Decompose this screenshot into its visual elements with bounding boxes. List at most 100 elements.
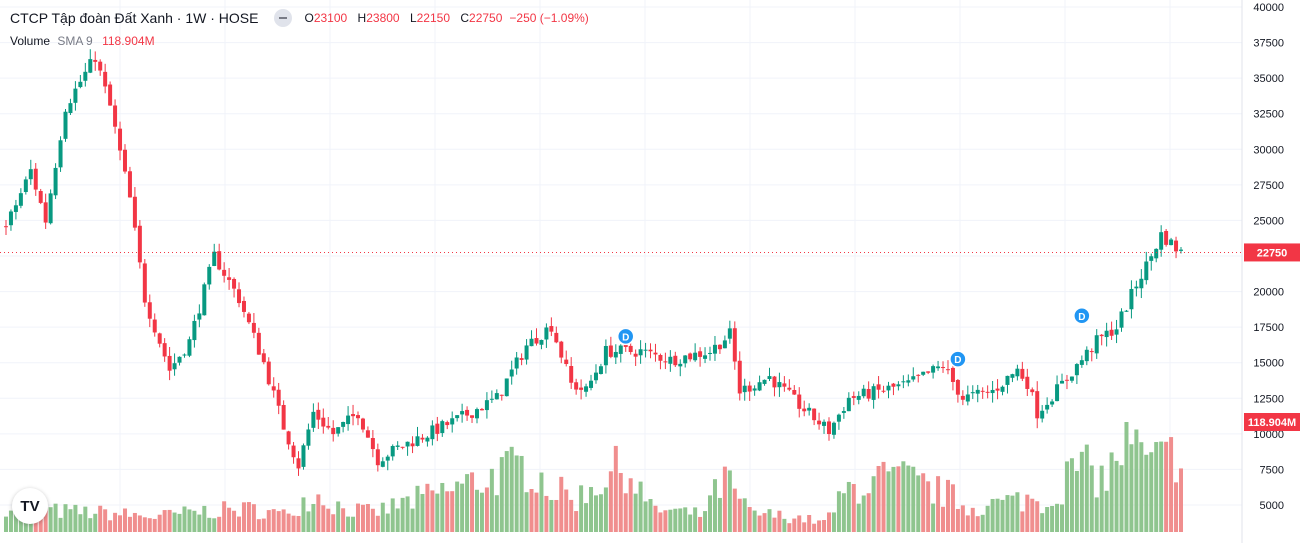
volume-bar — [777, 510, 782, 532]
candle-body — [152, 319, 157, 333]
candle-body — [980, 390, 985, 392]
volume-bar — [931, 503, 936, 532]
candle — [1104, 322, 1109, 347]
candle-body — [331, 427, 336, 435]
price-tick-label: 7500 — [1260, 464, 1284, 476]
candle — [524, 339, 529, 365]
candle-body — [797, 394, 802, 409]
candle-body — [846, 397, 851, 412]
candle-body — [931, 366, 936, 373]
volume-bar — [926, 481, 931, 532]
candle — [742, 378, 747, 401]
candle — [673, 351, 678, 368]
candle-body — [217, 251, 222, 270]
candle-body — [638, 349, 643, 356]
volume-bar — [63, 504, 68, 532]
candle-body — [673, 355, 678, 366]
dividend-marker[interactable]: D — [949, 350, 967, 368]
candle — [474, 407, 479, 424]
candle-body — [950, 367, 955, 382]
candle-body — [1050, 401, 1055, 405]
dividend-marker[interactable]: D — [616, 327, 635, 346]
last-volume-label: 118.904M — [1248, 417, 1296, 429]
volume-bar — [633, 493, 638, 532]
price-axis[interactable] — [1242, 0, 1300, 543]
candle-body — [678, 363, 683, 367]
volume-legend[interactable]: Volume SMA 9 118.904M — [10, 34, 155, 48]
symbol-title[interactable]: CTCP Tập đoàn Đất Xanh · 1W · HOSE — [10, 10, 259, 26]
candle — [1020, 361, 1025, 382]
candle-body — [410, 443, 415, 447]
candle — [767, 367, 772, 382]
volume-bar — [311, 503, 316, 532]
tradingview-logo[interactable]: TV — [12, 488, 48, 524]
candle-body — [1174, 240, 1179, 252]
candle — [891, 382, 896, 396]
candle — [167, 347, 172, 381]
candle — [23, 176, 28, 195]
candle-body — [955, 379, 960, 395]
candle-body — [291, 445, 296, 458]
candle-body — [13, 205, 18, 212]
candle — [336, 427, 341, 437]
volume-bar — [365, 503, 370, 532]
volume-bar — [246, 502, 251, 532]
volume-bar — [271, 509, 276, 532]
dividend-icon[interactable] — [949, 350, 967, 368]
candle-body — [1164, 230, 1169, 245]
candle-body — [703, 355, 708, 359]
volume-bar — [410, 508, 415, 532]
candle-body — [896, 384, 901, 387]
volume-bar — [564, 489, 569, 532]
candle — [688, 352, 693, 362]
volume-bar — [1055, 503, 1060, 532]
candle-body — [430, 425, 435, 440]
volume-bar — [504, 451, 509, 532]
candle — [375, 443, 380, 472]
candle — [1060, 373, 1065, 384]
volume-bar — [752, 510, 757, 532]
candle-body — [762, 379, 767, 384]
volume-bar — [222, 501, 227, 532]
candle — [237, 282, 242, 308]
candle-body — [53, 167, 58, 196]
volume-bar — [266, 510, 271, 532]
high-label: H — [357, 11, 367, 25]
volume-bar — [822, 520, 827, 532]
volume-bar — [638, 481, 643, 532]
candle — [197, 304, 202, 328]
candle — [846, 392, 851, 412]
candle — [623, 343, 628, 352]
volume-bar — [484, 487, 489, 532]
volume-bar — [797, 515, 802, 532]
candle-body — [1119, 311, 1124, 328]
volume-bar — [1079, 451, 1084, 532]
volume-bar — [916, 475, 921, 532]
dividend-marker[interactable]: D — [1073, 307, 1091, 325]
candle-body — [856, 395, 861, 400]
candle-body — [574, 382, 579, 390]
volume-bar — [871, 476, 876, 532]
candle-body — [435, 423, 440, 434]
volume-bar — [826, 512, 831, 532]
candle — [63, 108, 68, 142]
candle — [1040, 405, 1045, 423]
volume-bar — [881, 461, 886, 532]
open-label: O — [304, 11, 314, 25]
candle-body — [108, 84, 113, 106]
price-tick-label: 17500 — [1253, 322, 1284, 334]
candle-body — [1005, 375, 1010, 385]
dividend-icon[interactable] — [1073, 307, 1091, 325]
volume-bar — [524, 492, 529, 532]
candle — [668, 350, 673, 372]
candle-body — [866, 388, 871, 399]
price-tick-label: 20000 — [1253, 287, 1284, 299]
candle-body — [1129, 288, 1134, 310]
dividend-icon[interactable] — [616, 327, 635, 346]
volume-bar — [643, 501, 648, 532]
volume-bar — [975, 516, 980, 532]
candle — [78, 74, 83, 89]
eye-icon[interactable] — [274, 9, 293, 27]
